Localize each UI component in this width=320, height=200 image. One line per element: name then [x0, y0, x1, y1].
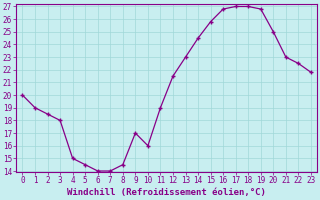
X-axis label: Windchill (Refroidissement éolien,°C): Windchill (Refroidissement éolien,°C) [67, 188, 266, 197]
